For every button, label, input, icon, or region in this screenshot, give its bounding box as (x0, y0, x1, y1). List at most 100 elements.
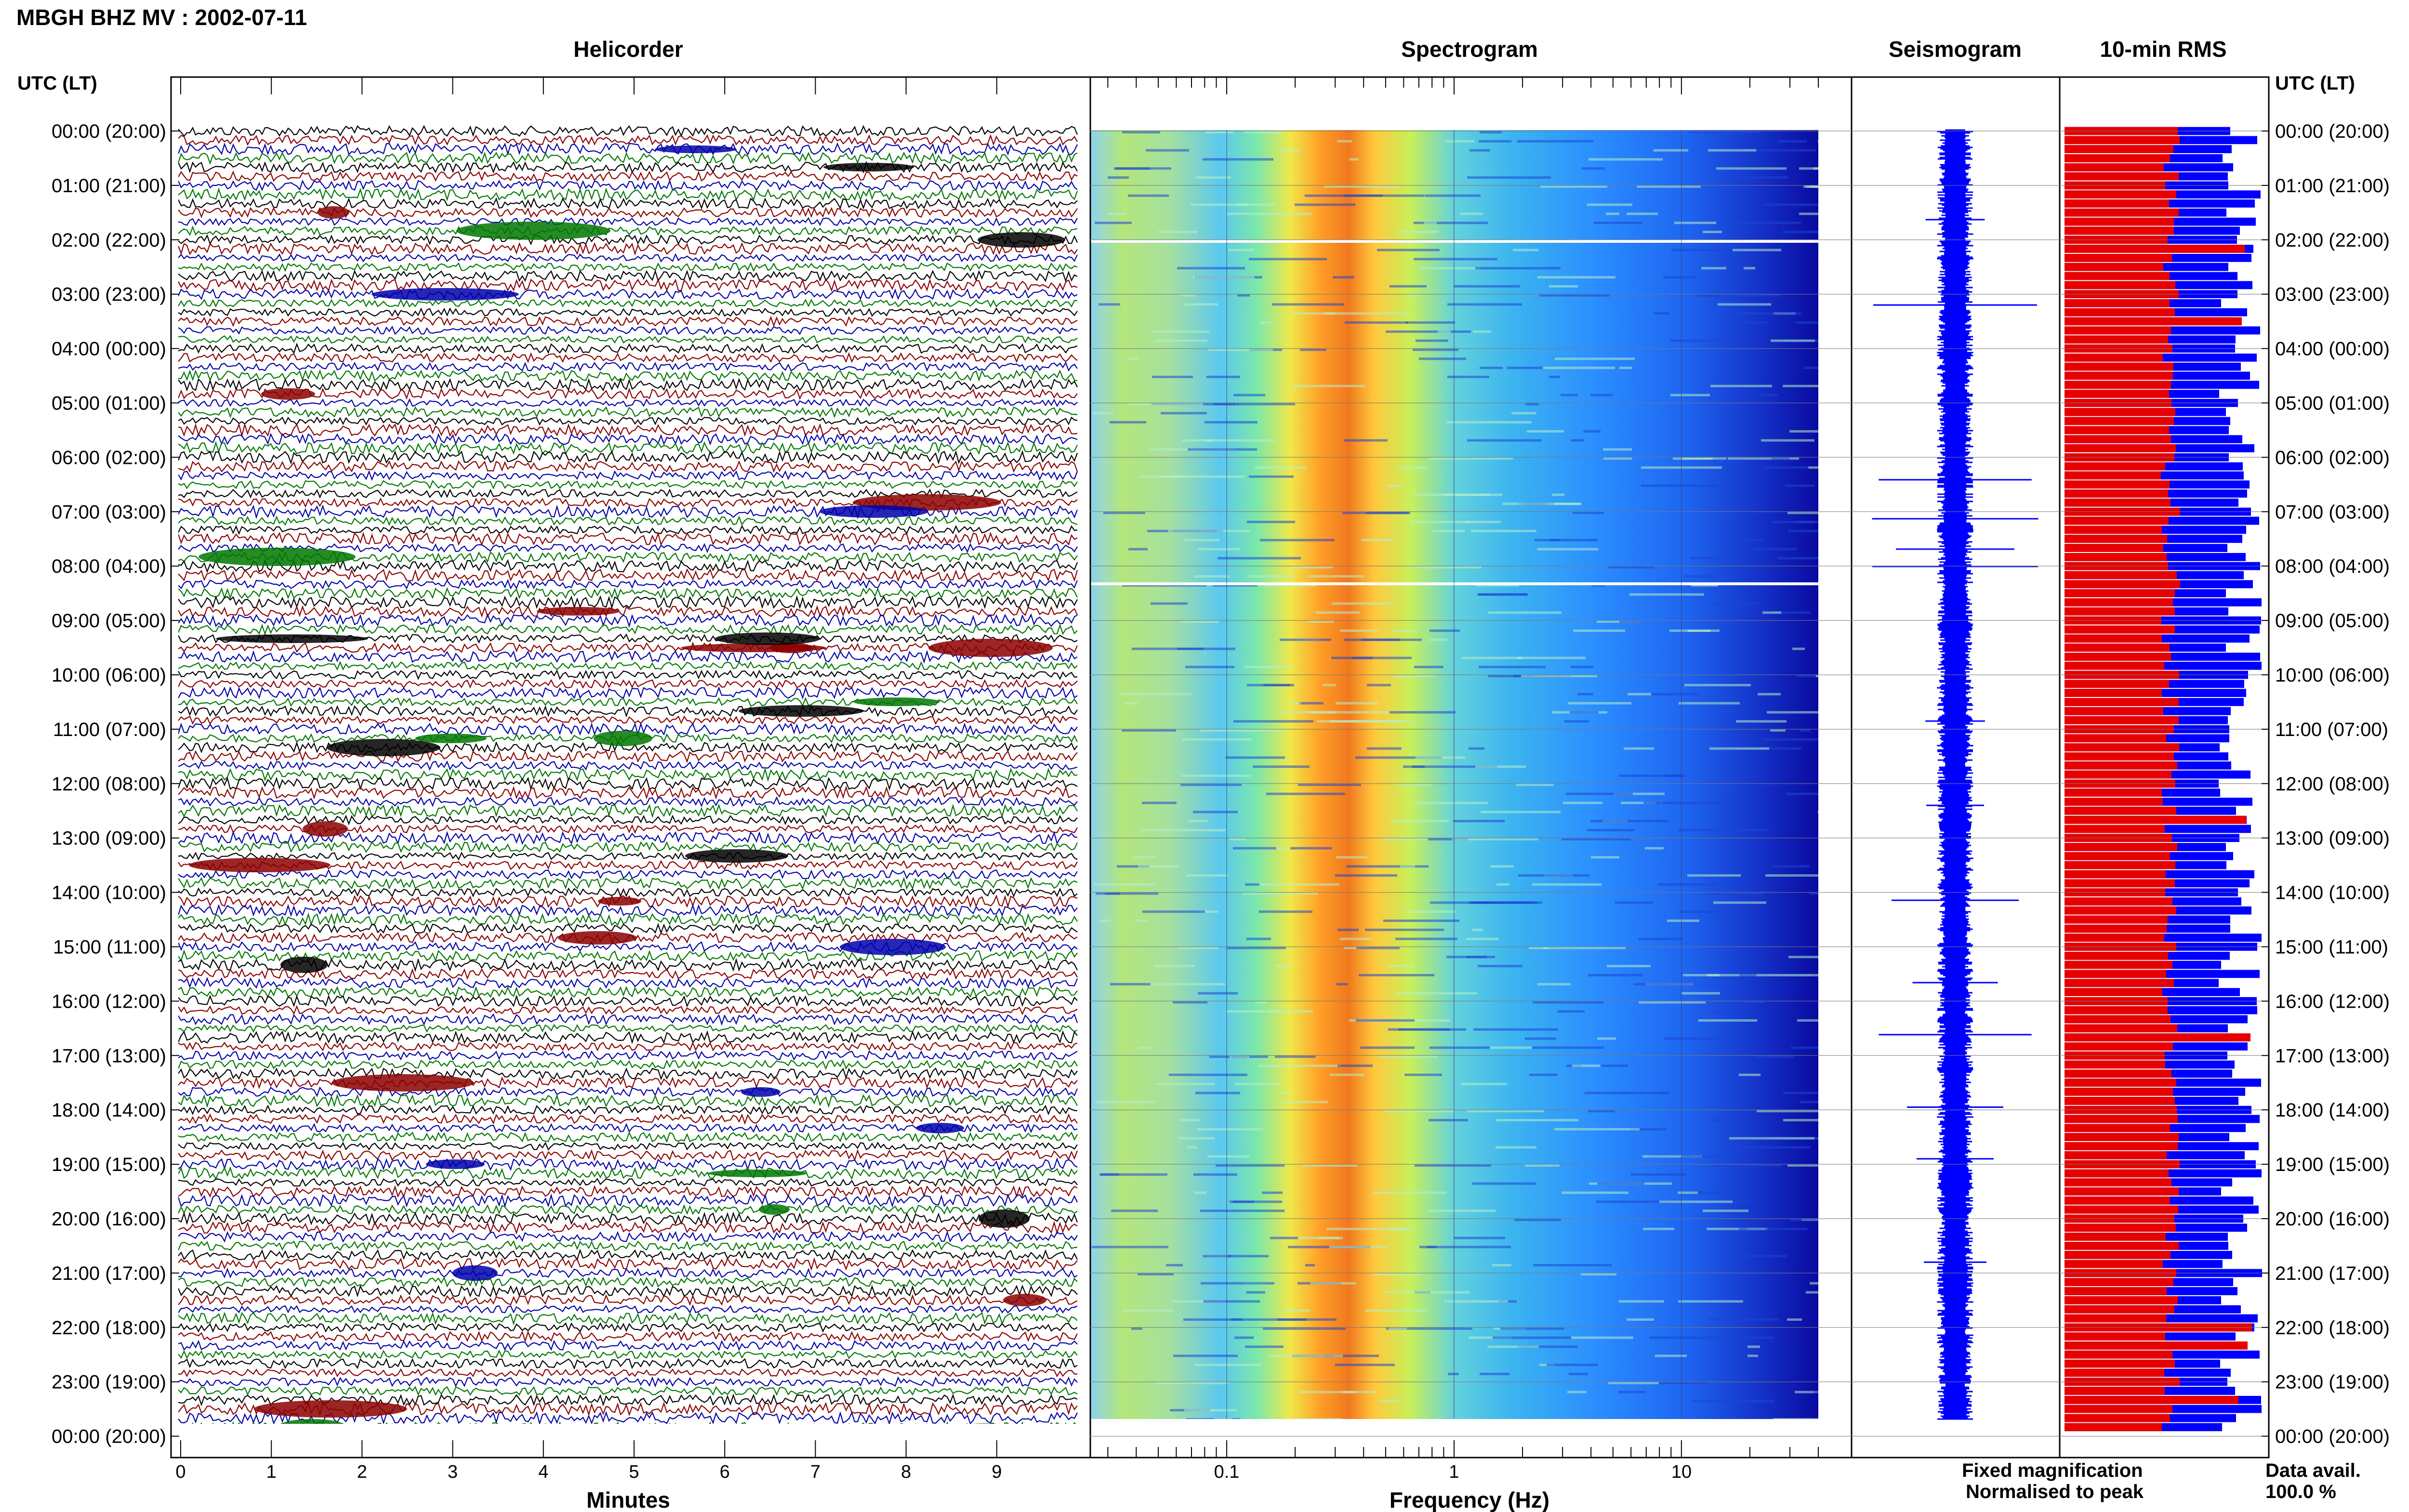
helicorder-trace-row (178, 669, 1078, 680)
rms-bar-normalised (2065, 299, 2170, 307)
spectrogram-stripe (1317, 720, 1400, 723)
rms-bar-normalised (2065, 1124, 2170, 1132)
helicorder-trace-row (178, 1185, 1078, 1198)
helicorder-trace-row (178, 406, 1078, 419)
spectrogram-stripe (1789, 430, 1818, 433)
helicorder-event (715, 632, 820, 645)
spectrogram-stripe (1810, 1282, 1818, 1285)
spectrogram-stripe (1627, 212, 1658, 215)
spectrogram-stripe (1480, 367, 1503, 369)
spectrogram-stripe (1585, 1091, 1669, 1094)
spectrogram-stripe (1336, 702, 1378, 705)
spectrogram-stripe (1213, 403, 1239, 406)
rms-bar-normalised (2065, 1033, 2250, 1042)
spectrogram-stripe (1110, 983, 1151, 986)
minutes-axis-label: Minutes (586, 1487, 670, 1512)
spectrogram-stripe (1571, 1336, 1633, 1339)
helicorder-event (820, 505, 928, 518)
spectrogram-stripe (1293, 384, 1365, 387)
spectrogram-stripe (1133, 856, 1156, 859)
helicorder-event (973, 1423, 998, 1424)
rms-bar-normalised (2065, 1359, 2175, 1368)
rms-bar-normalised (2065, 1169, 2169, 1178)
helicorder-trace-row (178, 1221, 1078, 1235)
rms-bar-normalised (2065, 770, 2171, 779)
rms-bar-normalised (2065, 362, 2173, 371)
spectrogram-stripe (1561, 394, 1578, 396)
rms-bar-normalised (2065, 979, 2174, 987)
helicorder-trace-row (178, 422, 1078, 438)
time-label-right: 04:00 (00:00) (2275, 339, 2390, 360)
rms-bar-normalised (2065, 499, 2171, 507)
helicorder-event (254, 1400, 407, 1418)
helicorder-trace-row (178, 197, 1078, 210)
rms-bar-normalised (2065, 1078, 2176, 1087)
helicorder-trace-row (178, 450, 1078, 465)
spectrogram-stripe (1166, 1264, 1183, 1267)
helicorder-event (280, 957, 328, 973)
spectrogram-stripe (1804, 367, 1818, 369)
spectrogram-stripe (1108, 176, 1129, 179)
spectrogram-stripe (1518, 874, 1589, 877)
spectrogram-stripe (1344, 194, 1424, 197)
helicorder-event (739, 705, 864, 717)
time-label-left: 00:00 (20:00) (52, 121, 166, 142)
spectrogram-stripe (1818, 1038, 1864, 1040)
spectrogram-stripe (1247, 684, 1294, 686)
rms-bar-normalised (2065, 217, 2174, 226)
spectrogram-stripe (1132, 647, 1204, 650)
spectrogram-stripe (1654, 312, 1669, 315)
rms-bar-normalised (2065, 317, 2242, 326)
freq-tick-label: 0.1 (1214, 1462, 1240, 1482)
helicorder-trace-row (178, 760, 1078, 771)
minute-tick-label: 2 (357, 1462, 367, 1482)
time-label-left: 06:00 (02:00) (52, 447, 166, 468)
spectrogram-stripe (1397, 231, 1439, 233)
helicorder-trace-row (178, 242, 1078, 256)
helicorder-trace-row (178, 1030, 1078, 1044)
time-label-left: 09:00 (05:00) (52, 610, 166, 631)
spectrogram-stripe (1270, 1236, 1298, 1239)
spectrogram-stripe (1492, 1264, 1511, 1267)
helicorder-trace-row (178, 1267, 1078, 1279)
spectrogram-stripe (1673, 457, 1726, 460)
minute-tick-label: 6 (720, 1462, 730, 1482)
spectrogram-stripe (1183, 1318, 1242, 1321)
helicorder-trace-row (178, 207, 1078, 219)
spectrogram-stripe (1488, 611, 1562, 614)
spectrogram-stripe (1639, 1001, 1706, 1004)
spectrogram-stripe (1490, 865, 1514, 868)
time-label-left: 03:00 (23:00) (52, 284, 166, 305)
rms-bar-normalised (2065, 516, 2169, 525)
helicorder-event (979, 1210, 1030, 1228)
spectrogram-stripe (1467, 439, 1542, 442)
helicorder-event (978, 232, 1065, 248)
spectrogram-stripe (1797, 675, 1818, 677)
rms-bar-normalised (2065, 326, 2171, 335)
rms-bar-normalised (2065, 653, 2171, 661)
spectrogram-stripe (1529, 947, 1548, 949)
helicorder-trace-row (178, 1257, 1078, 1271)
spectrogram-stripe (1173, 1354, 1238, 1357)
rms-bar-normalised (2065, 1088, 2173, 1096)
spectrogram-stripe (1152, 376, 1193, 378)
spectrogram-stripe (1161, 412, 1207, 415)
minute-tick-label: 0 (175, 1462, 185, 1482)
spectrogram-stripe (1721, 312, 1759, 315)
spectrogram-stripe (1263, 1327, 1346, 1330)
spectrogram-stripe (1473, 1028, 1558, 1031)
spectrogram-stripe (1393, 675, 1435, 677)
spectrogram-stripe (1607, 965, 1651, 968)
time-label-right: 06:00 (02:00) (2275, 447, 2390, 468)
data-avail-label: Data avail. (2265, 1460, 2361, 1481)
spectrogram-stripe (1707, 892, 1764, 895)
spectrogram-stripe (1345, 321, 1408, 324)
spectrogram-stripe (1496, 883, 1509, 886)
spectrogram-stripe (1566, 792, 1633, 795)
spectrogram-stripe (1367, 747, 1402, 750)
spectrogram-stripe (1690, 557, 1725, 560)
spectrogram-stripe (1602, 1065, 1628, 1067)
spectrogram-stripe (1597, 1037, 1616, 1040)
spectrogram-stripe (1395, 937, 1457, 940)
rms-bar-normalised (2065, 544, 2163, 552)
